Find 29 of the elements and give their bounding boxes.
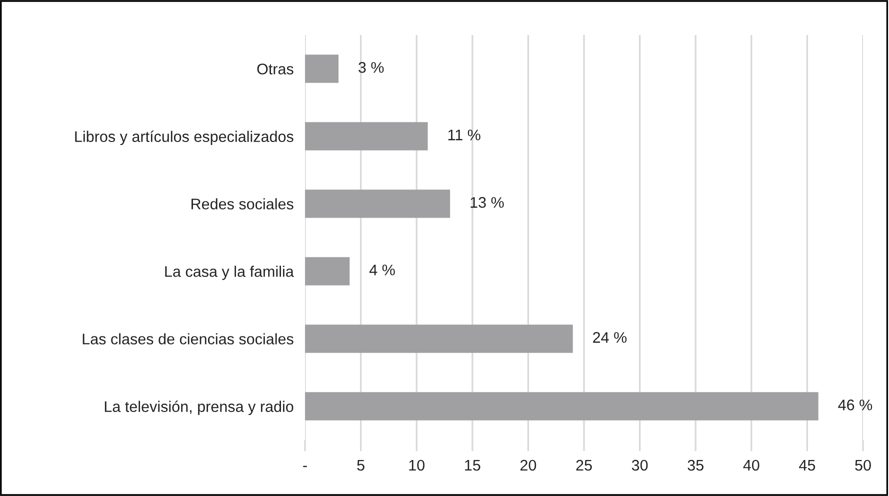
- y-tick-label: Las clases de ciencias sociales: [82, 333, 294, 344]
- x-tick-label: 35: [688, 460, 704, 471]
- y-tick-label: La televisión, prensa y radio: [104, 400, 294, 416]
- x-tick-label: 45: [799, 460, 816, 471]
- bar: [305, 122, 428, 150]
- data-label: 4 %: [369, 264, 395, 276]
- x-tick-label: 10: [409, 460, 424, 471]
- x-tick-label: 25: [576, 460, 592, 471]
- y-tick-label: Libros y artículos especializados: [75, 130, 294, 146]
- x-tick-label: -: [303, 466, 307, 468]
- data-label: 11 %: [448, 130, 480, 140]
- x-tick-label: 50: [855, 460, 871, 471]
- x-tick-label: 40: [743, 460, 760, 471]
- data-label: 46 %: [838, 400, 872, 410]
- data-label: 13 %: [470, 197, 504, 208]
- bar: [305, 392, 818, 420]
- x-tick-label: 15: [465, 460, 480, 471]
- data-label: 24 %: [593, 332, 627, 343]
- x-tick-label: 30: [632, 460, 648, 471]
- bar: [305, 54, 338, 83]
- x-tick-label: 20: [520, 460, 536, 471]
- bar: [305, 257, 350, 286]
- y-tick-label: Redes sociales: [192, 198, 294, 210]
- bar: [305, 324, 573, 353]
- y-tick-label: La casa y la familia: [165, 266, 294, 280]
- y-tick-label: Otras: [257, 64, 294, 74]
- bar: [305, 190, 450, 218]
- data-label: 3 %: [358, 62, 384, 73]
- x-tick-label: 5: [357, 460, 364, 471]
